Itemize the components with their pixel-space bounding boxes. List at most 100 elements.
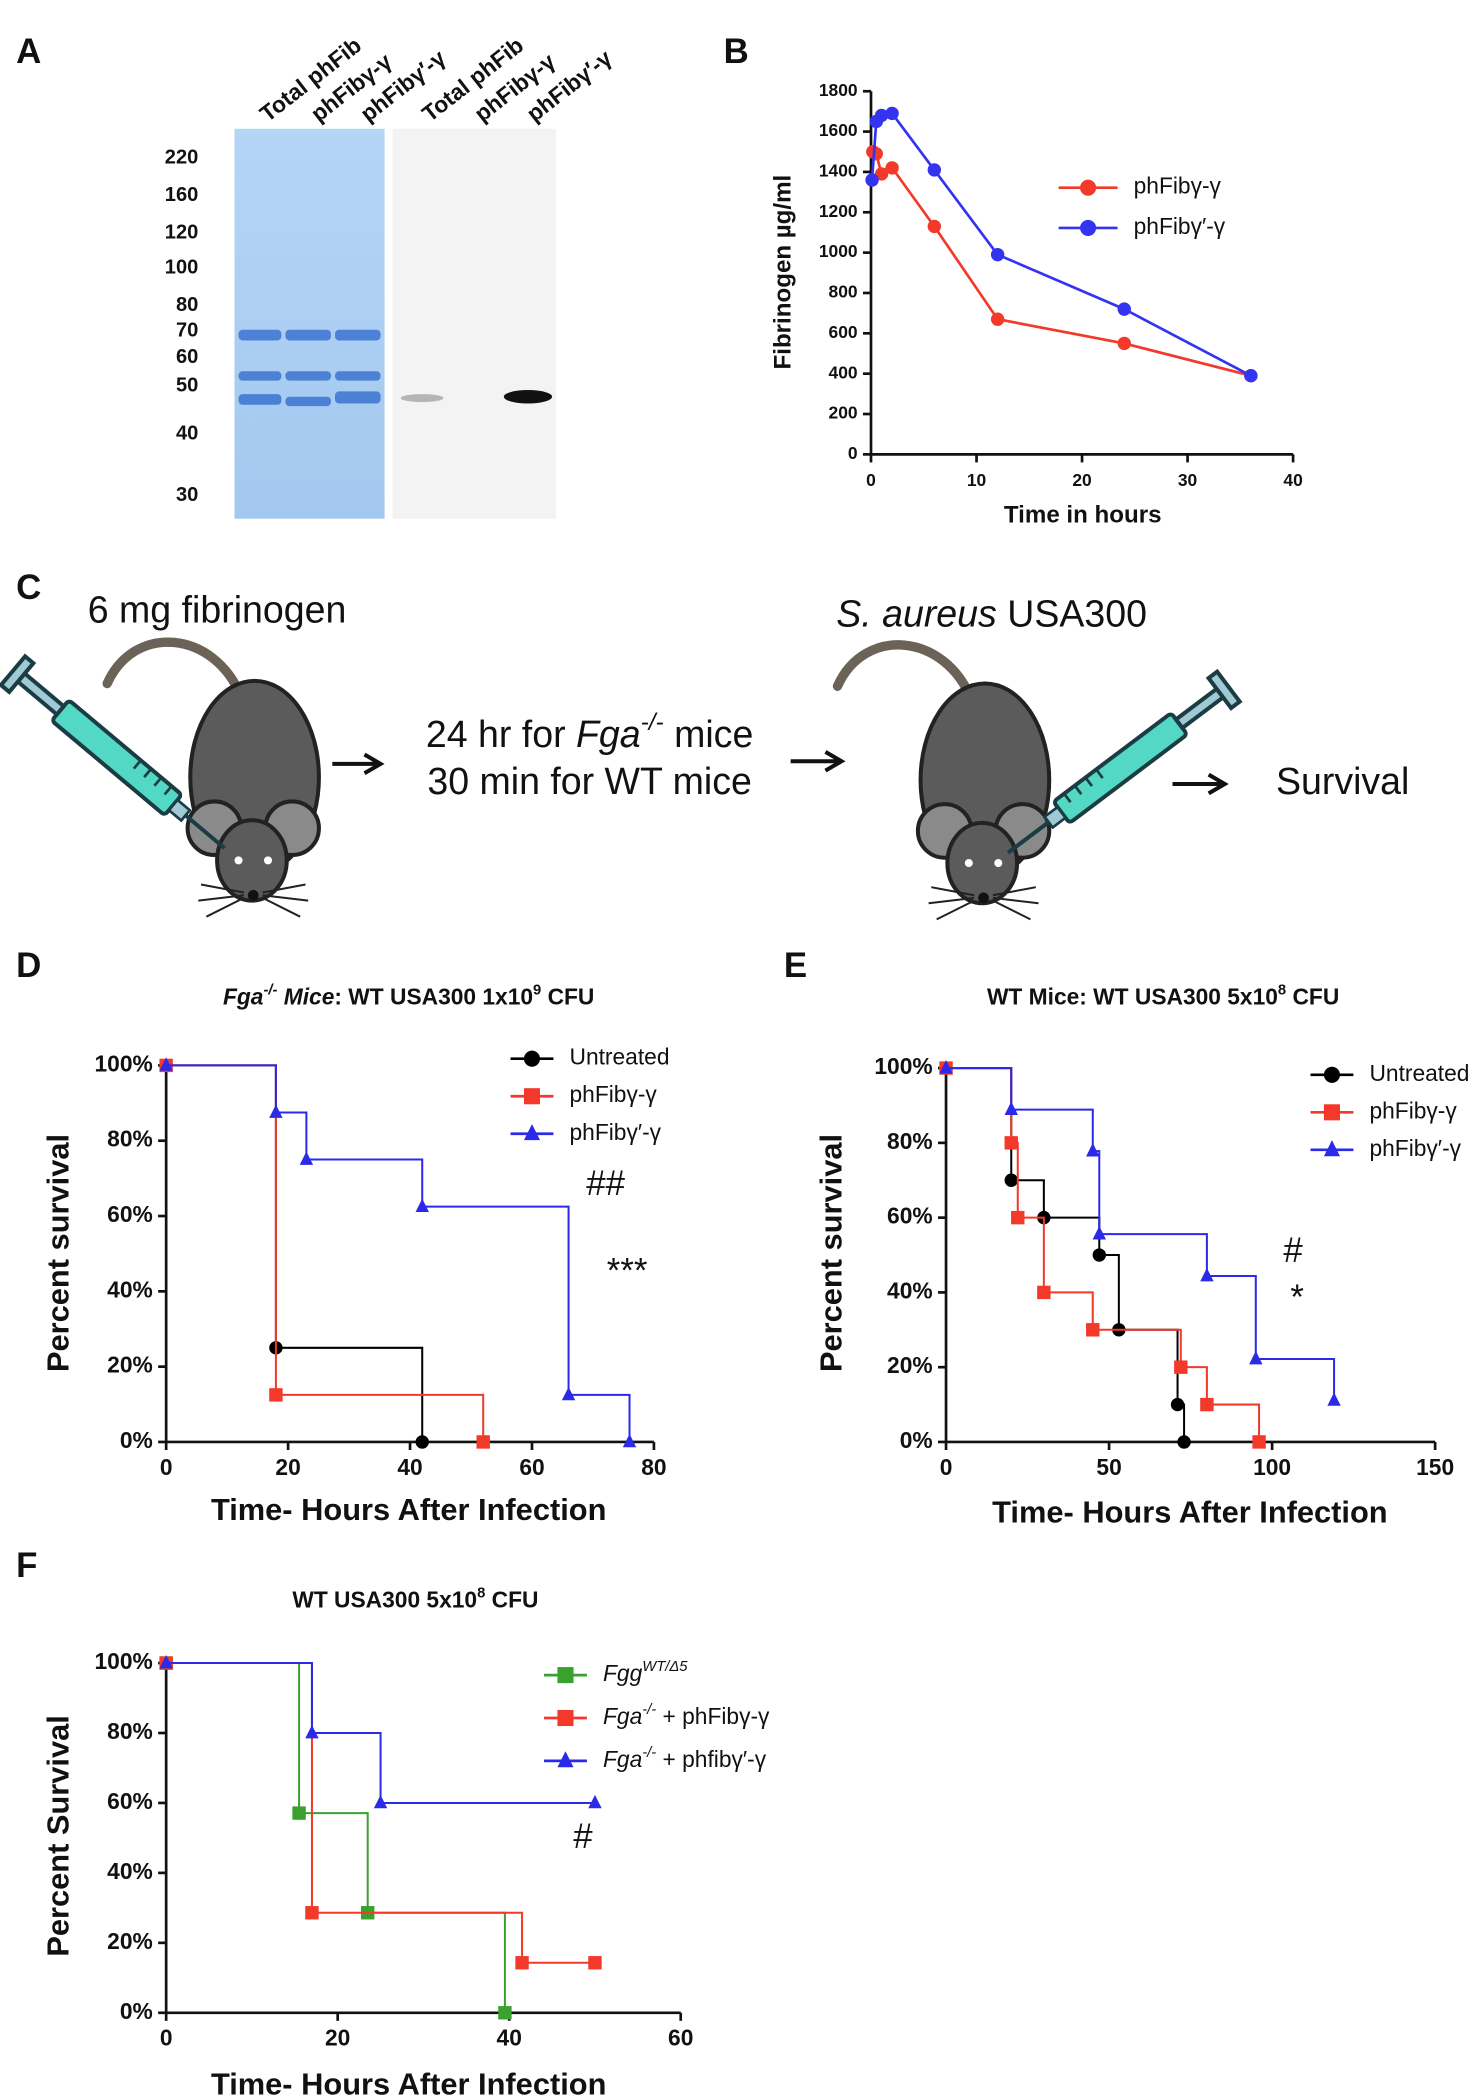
y-axis-label: Fibrinogen µg/ml <box>769 175 796 370</box>
panel-label: A <box>16 32 41 71</box>
y-tick-label: 200 <box>829 403 858 423</box>
marker-label: 70 <box>176 319 198 341</box>
y-tick-label: 0% <box>900 1427 933 1453</box>
marker-label: 100 <box>165 256 199 278</box>
x-tick-label: 60 <box>519 1454 544 1480</box>
marker <box>305 1906 319 1920</box>
step-line <box>946 1067 1186 1442</box>
y-tick-label: 400 <box>829 362 858 382</box>
chart-title-part: : WT USA300 1x10 <box>334 983 533 1009</box>
legend-label: phFibγ-γ <box>1369 1097 1457 1123</box>
marker-label: 60 <box>176 346 198 368</box>
legend-label-part: + phFibγ-γ <box>656 1703 770 1729</box>
y-axis-label: Percent Survival <box>40 1715 75 1957</box>
infection-label-part: S. aureus <box>836 592 997 634</box>
marker <box>1117 336 1131 351</box>
marker <box>588 1956 602 1970</box>
marker <box>1177 1435 1191 1449</box>
x-tick-label: 20 <box>275 1454 300 1480</box>
x-tick-label: 100 <box>1253 1454 1291 1480</box>
y-tick-label: 20% <box>107 1352 153 1378</box>
legend-marker <box>1080 219 1097 236</box>
marker <box>588 1794 602 1809</box>
marker <box>874 108 889 123</box>
wait-label-part: mice <box>664 713 754 755</box>
x-tick-label: 20 <box>1072 470 1091 490</box>
panel-label: D <box>16 946 41 985</box>
legend-marker <box>1323 1066 1340 1083</box>
step-line <box>166 1064 424 1442</box>
infection-label: S. aureus USA300 <box>836 592 1147 634</box>
marker <box>1200 1267 1214 1282</box>
marker <box>292 1806 306 1820</box>
chart: 0% 20% 40% 60% 80% 100% 0 20 40 60 Time- Hours Aft… <box>40 1585 770 2100</box>
marker <box>939 1060 953 1074</box>
y-tick-label: 100% <box>95 1050 153 1076</box>
series-line <box>870 111 1252 377</box>
legend-label: phFibγ′-γ <box>1134 213 1226 239</box>
marker <box>1249 1350 1263 1365</box>
dose-label: 6 mg fibrinogen <box>88 588 347 630</box>
y-tick-label: 600 <box>829 322 858 342</box>
marker-label: 220 <box>165 147 199 169</box>
annotation: ## <box>586 1164 625 1203</box>
marker <box>1092 1226 1106 1240</box>
marker-label: 160 <box>165 184 199 206</box>
y-tick-label: 0% <box>120 1427 153 1453</box>
x-tick-label: 0 <box>160 2025 173 2051</box>
marker <box>1117 302 1131 316</box>
legend-label: Fga-/- + phfibγ′-γ <box>603 1745 767 1772</box>
marker <box>885 106 899 121</box>
y-tick-label: 800 <box>829 282 858 302</box>
marker <box>865 173 879 187</box>
wait-label-part: 24 hr for <box>426 713 576 755</box>
chart-title-part: WT Mice: WT USA300 5x10 <box>987 983 1278 1009</box>
x-tick-label: 30 <box>1178 470 1197 490</box>
y-tick-label: 0 <box>848 443 858 463</box>
legend-marker <box>523 1088 541 1105</box>
marker-label: 80 <box>176 294 198 316</box>
wait-label: 24 hr for Fga-/- mice <box>426 709 753 755</box>
y-tick-label: 100% <box>874 1053 932 1079</box>
marker <box>885 161 899 175</box>
y-tick-label: 100% <box>95 1648 153 1674</box>
legend-label: phFibγ′-γ <box>570 1119 662 1145</box>
x-tick-label: 20 <box>325 2025 350 2051</box>
legend-marker <box>1323 1140 1340 1157</box>
wait-label: 30 min for WT mice <box>427 760 752 802</box>
y-tick-label: 40% <box>887 1277 933 1303</box>
marker <box>498 2006 512 2020</box>
x-tick-label: 40 <box>397 1454 422 1480</box>
y-axis-label: Percent survival <box>814 1134 849 1372</box>
legend-marker <box>1080 179 1097 196</box>
marker <box>869 147 883 161</box>
marker <box>159 1655 173 1669</box>
marker <box>1252 1435 1266 1449</box>
chart-title-part: CFU <box>1286 983 1339 1009</box>
chart: 0 200 400 600 800 1000 1200 1400 1600 1800 0 10 20 30… <box>769 80 1303 529</box>
legend-marker <box>523 1050 541 1067</box>
marker <box>927 219 942 234</box>
blot-band <box>400 394 444 403</box>
y-tick-label: 0% <box>120 1998 153 2024</box>
x-tick-label: 0 <box>160 1454 173 1480</box>
step-line <box>166 1662 595 1804</box>
marker <box>874 167 889 181</box>
x-axis-label: Time- Hours After Infection <box>992 1494 1387 1529</box>
step-line <box>166 1064 485 1442</box>
outcome-label: Survival <box>1276 760 1409 802</box>
x-tick-label: 40 <box>1283 470 1302 490</box>
legend-label-part: -/- <box>642 1745 656 1761</box>
x-tick-label: 50 <box>1096 1454 1121 1480</box>
legend-label: phFibγ-γ <box>1134 173 1222 199</box>
x-tick-label: 60 <box>668 2025 693 2051</box>
y-tick-label: 1800 <box>819 80 858 100</box>
marker-label: 30 <box>176 484 198 506</box>
marker <box>1037 1285 1051 1300</box>
marker-label: 40 <box>176 423 198 445</box>
marker <box>1200 1397 1214 1412</box>
x-tick-label: 80 <box>641 1454 666 1480</box>
chart: 0% 20% 40% 60% 80% 100% 0 20 40 60 80 Time- Hours A… <box>40 982 669 1526</box>
marker <box>1011 1210 1025 1225</box>
